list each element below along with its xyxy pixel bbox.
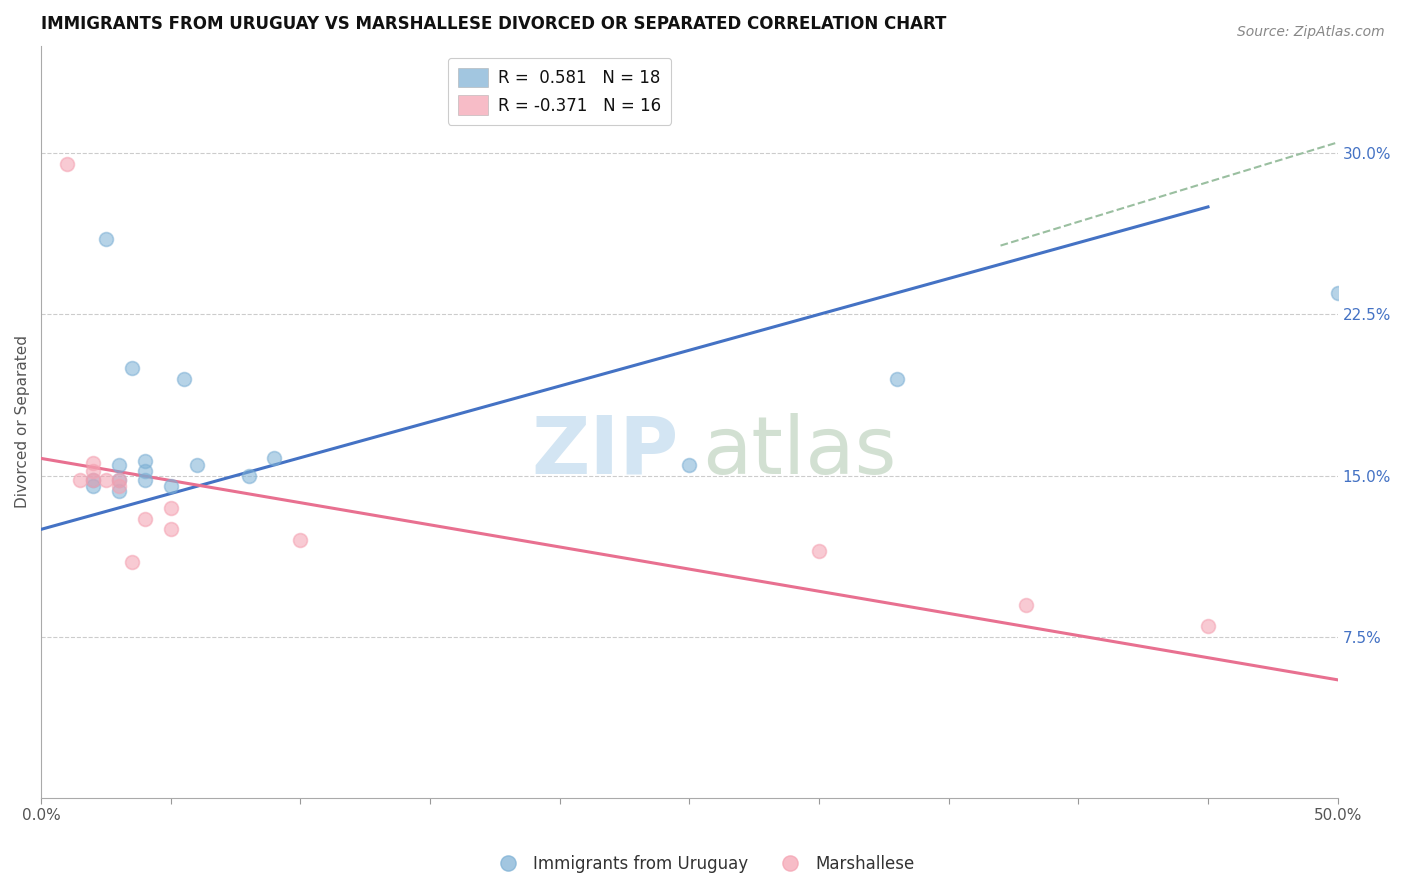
Point [134,453,156,467]
Point [1326,285,1348,300]
Point [134,464,156,478]
Point [159,479,181,493]
Legend: Immigrants from Uruguay, Marshallese: Immigrants from Uruguay, Marshallese [485,848,921,880]
Text: ZIP: ZIP [531,413,679,491]
Point [82,456,104,470]
Point [121,361,143,376]
Point [1197,619,1219,633]
Point [108,458,131,472]
Point [238,468,260,483]
Point [69,473,91,487]
Point [886,372,908,386]
Point [108,473,131,487]
Point [82,473,104,487]
Point [159,522,181,536]
Point [82,464,104,478]
Point [263,451,285,466]
Point [121,555,143,569]
Point [56,157,79,171]
Text: atlas: atlas [703,413,897,491]
Point [82,473,104,487]
Point [108,483,131,498]
Point [94,473,117,487]
Point [186,458,208,472]
Point [290,533,312,547]
Point [108,473,131,487]
Point [134,511,156,525]
Point [94,232,117,246]
Point [134,473,156,487]
Text: Source: ZipAtlas.com: Source: ZipAtlas.com [1237,25,1385,39]
Legend: R =  0.581   N = 18, R = -0.371   N = 16: R = 0.581 N = 18, R = -0.371 N = 16 [449,58,671,125]
Point [82,479,104,493]
Point [1015,598,1038,612]
Point [173,372,195,386]
Point [159,500,181,515]
Text: IMMIGRANTS FROM URUGUAY VS MARSHALLESE DIVORCED OR SEPARATED CORRELATION CHART: IMMIGRANTS FROM URUGUAY VS MARSHALLESE D… [41,15,946,33]
Point [108,479,131,493]
Y-axis label: Divorced or Separated: Divorced or Separated [15,335,30,508]
Point [808,544,831,558]
Point [678,458,700,472]
